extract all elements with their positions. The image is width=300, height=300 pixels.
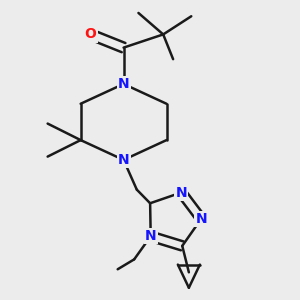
- Text: N: N: [145, 229, 157, 243]
- Text: N: N: [118, 77, 129, 91]
- Text: N: N: [176, 185, 187, 200]
- Text: N: N: [195, 212, 207, 226]
- Text: O: O: [85, 27, 97, 41]
- Text: N: N: [118, 153, 129, 167]
